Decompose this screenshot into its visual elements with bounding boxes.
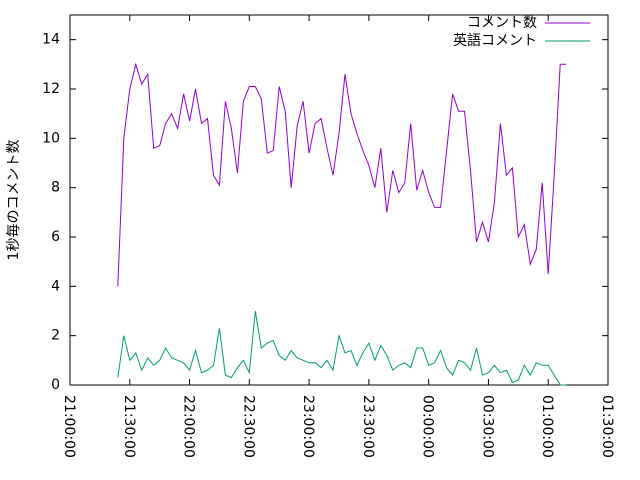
- y-tick-label: 8: [51, 180, 60, 196]
- y-tick-label: 4: [51, 278, 60, 294]
- y-tick-label: 0: [51, 377, 60, 393]
- x-tick-label: 01:00:00: [539, 395, 555, 458]
- x-tick-label: 21:00:00: [61, 395, 77, 458]
- y-tick-label: 10: [42, 130, 60, 146]
- y-axis-label: 1秒毎のコメント数: [6, 140, 22, 261]
- x-tick-label: 23:00:00: [300, 395, 316, 458]
- y-tick-label: 6: [51, 229, 60, 245]
- x-tick-label: 01:30:00: [599, 395, 615, 458]
- x-tick-label: 00:00:00: [420, 395, 436, 458]
- x-tick-label: 22:30:00: [240, 395, 256, 458]
- x-tick-label: 00:30:00: [479, 395, 495, 458]
- y-tick-label: 2: [51, 328, 60, 344]
- legend-label: 英語コメント: [453, 32, 537, 49]
- y-tick-label: 12: [42, 81, 60, 97]
- legend-label: コメント数: [467, 15, 537, 31]
- series-line: [117, 62, 567, 287]
- x-tick-label: 21:30:00: [121, 395, 137, 458]
- y-tick-label: 14: [42, 32, 60, 48]
- x-tick-label: 22:00:00: [181, 395, 197, 458]
- series-line: [117, 310, 567, 386]
- plot-frame: [69, 14, 609, 386]
- x-tick-label: 23:30:00: [360, 395, 376, 458]
